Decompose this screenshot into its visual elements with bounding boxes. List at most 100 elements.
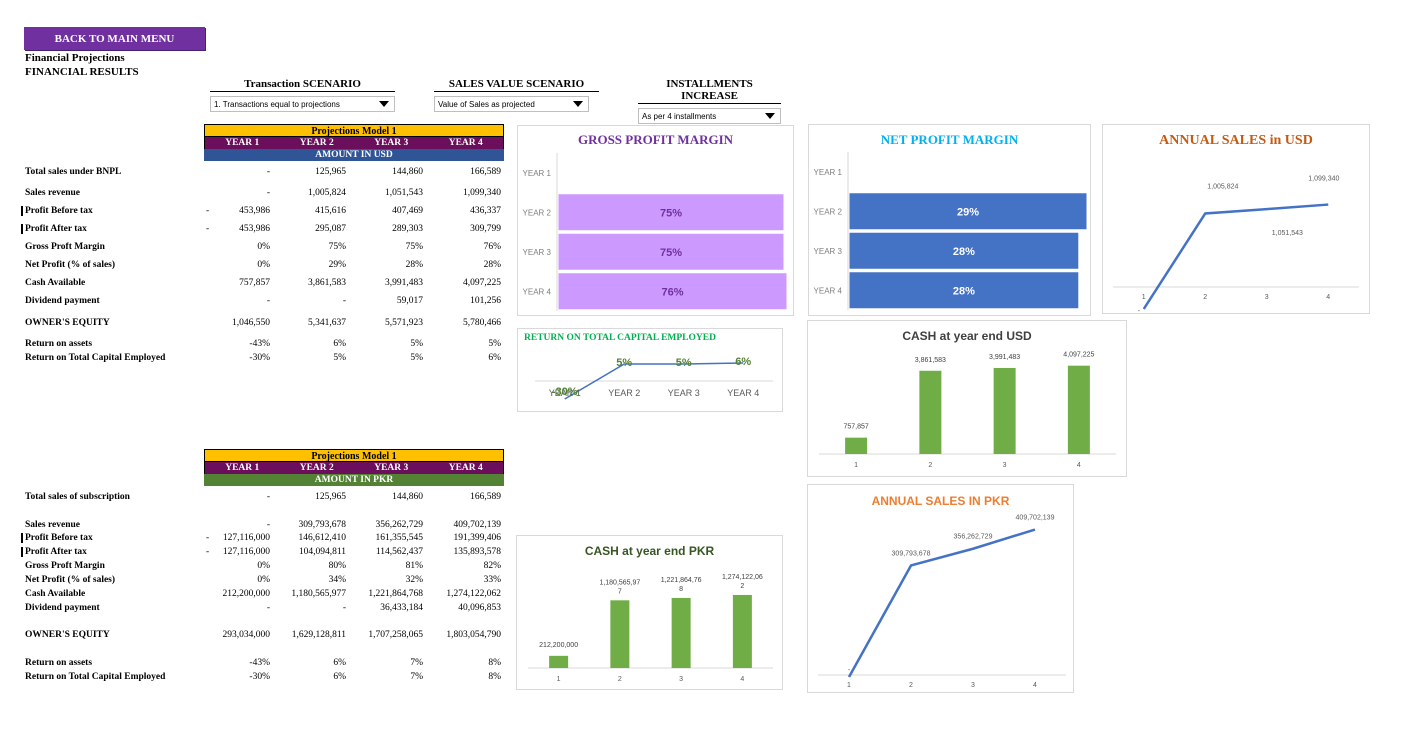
usd-cell: 144,860 — [392, 167, 423, 177]
usd-cell: 75% — [405, 242, 423, 252]
pkr-model-title: Projections Model 1 — [204, 449, 504, 462]
usd-row-label: Return on assets — [25, 339, 93, 349]
data-label: 76% — [661, 286, 683, 298]
sales-value-scenario-label: SALES VALUE SCENARIO — [434, 78, 599, 92]
net-profit-margin-title: NET PROFIT MARGIN — [880, 132, 1019, 147]
pkr-cell: 1,629,128,811 — [291, 630, 346, 640]
usd-row-label: Dividend payment — [25, 296, 100, 306]
pkr-cell: - — [266, 492, 270, 502]
usd-cell: 1,099,340 — [463, 188, 501, 198]
pkr-cell: 34% — [328, 575, 346, 585]
data-label: 356,262,729 — [954, 534, 993, 541]
bar — [845, 437, 868, 454]
pkr-cell: 1,180,565,977 — [291, 589, 346, 599]
pkr-negative-sign: - — [206, 533, 210, 543]
pkr-row-label: Total sales of subscription — [25, 492, 130, 502]
chevron-down-icon[interactable] — [379, 101, 389, 107]
annual-sales-pkr-title: ANNUAL SALES IN PKR — [871, 494, 1010, 508]
installments-increase-select[interactable]: As per 4 installments — [638, 108, 781, 124]
pkr-cell: 409,702,139 — [453, 520, 502, 530]
data-label: 5% — [616, 357, 632, 369]
usd-year-4: YEAR 4 — [448, 138, 483, 148]
return-on-capital-title: RETURN ON TOTAL CAPITAL EMPLOYED — [524, 333, 716, 343]
pkr-row-label: Cash Available — [25, 589, 86, 599]
pkr-cell: 1,274,122,062 — [446, 589, 501, 599]
gross-profit-margin-chart: GROSS PROFIT MARGIN YEAR 1 YEAR 2 75% YEAR … — [517, 125, 794, 316]
annual-sales-usd-chart: ANNUAL SALES in USD 1 2 3 4 - 1,005,824 1,051,… — [1102, 124, 1370, 314]
sales-value-scenario-group: SALES VALUE SCENARIO Value of Sales as p… — [434, 78, 599, 112]
usd-cell: 6% — [333, 339, 346, 349]
pkr-cell: 32% — [405, 575, 423, 585]
usd-cell: 125,965 — [315, 167, 346, 177]
back-to-main-menu-button[interactable]: BACK TO MAIN MENU — [24, 27, 205, 50]
usd-cell: 5% — [410, 353, 423, 363]
pkr-cell: 1,707,258,065 — [368, 630, 423, 640]
bar — [993, 367, 1016, 454]
usd-cell: -43% — [249, 339, 270, 349]
chevron-down-icon[interactable] — [573, 101, 583, 107]
usd-cell: - — [342, 296, 346, 306]
usd-cell: 76% — [483, 242, 501, 252]
x-tick-label: 4 — [1033, 682, 1037, 689]
pkr-row-label: OWNER'S EQUITY — [25, 630, 110, 640]
pkr-cell: 7% — [410, 658, 423, 668]
sales-value-scenario-select[interactable]: Value of Sales as projected — [434, 96, 589, 112]
usd-cell: 0% — [257, 260, 270, 270]
pkr-row-label: Dividend payment — [25, 603, 100, 613]
series-line — [847, 528, 1036, 678]
usd-cell: 5% — [333, 353, 346, 363]
page-title: Financial Projections — [25, 52, 125, 64]
usd-year-1: YEAR 1 — [225, 138, 260, 148]
x-tick-label: 3 — [1003, 462, 1007, 469]
pkr-cell: 0% — [257, 561, 270, 571]
data-label: 3,861,583 — [915, 357, 946, 364]
series-line — [564, 362, 744, 400]
x-tick-label: 3 — [971, 682, 975, 689]
pkr-cell: 161,355,545 — [375, 533, 424, 543]
pkr-cell: - — [342, 603, 346, 613]
pkr-negative-sign: - — [206, 547, 210, 557]
usd-cell: - — [266, 188, 270, 198]
x-tick-label: 4 — [1077, 462, 1081, 469]
installments-increase-label: INSTALLMENTS INCREASE — [638, 78, 781, 104]
data-label: 3,991,483 — [989, 354, 1020, 361]
usd-row-label: Net Profit (% of sales) — [25, 260, 116, 270]
x-tick-label: 1 — [854, 462, 858, 469]
x-tick-label: 4 — [740, 676, 744, 683]
category-label: YEAR 2 — [814, 207, 843, 216]
usd-year-2: YEAR 2 — [299, 138, 334, 148]
data-label: -30% — [552, 386, 578, 398]
data-label: 212,200,000 — [539, 642, 578, 649]
cash-usd-chart: CASH at year end USD 1 757,857 2 3,861,583 3… — [807, 320, 1127, 477]
data-label: 4,097,225 — [1063, 352, 1094, 359]
usd-row-label: Return on Total Capital Employed — [25, 353, 166, 363]
x-tick-label: 3 — [679, 676, 683, 683]
data-label: - — [848, 667, 851, 674]
bar — [848, 231, 1080, 270]
data-label: 1,051,543 — [1272, 230, 1303, 237]
pkr-cell: 36,433,184 — [380, 603, 423, 613]
usd-cell: 1,046,550 — [232, 318, 270, 328]
usd-row-label: Gross Proft Margin — [25, 242, 105, 252]
pkr-cell: 309,793,678 — [298, 520, 347, 530]
usd-cell: 5,780,466 — [463, 318, 501, 328]
data-label: 28% — [953, 285, 975, 297]
annual-sales-pkr-plot: 1 2 3 4 - 309,793,678 356,262,729 409,702,139 — [818, 515, 1066, 689]
bar — [671, 597, 691, 668]
usd-cell: 29% — [328, 260, 346, 270]
usd-cell: 757,857 — [239, 278, 270, 288]
transaction-scenario-select[interactable]: 1. Transactions equal to projections — [210, 96, 395, 112]
bar — [557, 232, 785, 271]
usd-cell: 6% — [488, 353, 501, 363]
pkr-cell: -43% — [249, 658, 270, 668]
x-tick-label: YEAR 1 — [549, 388, 581, 398]
pkr-cell: 7% — [410, 672, 423, 682]
transaction-scenario-value: 1. Transactions equal to projections — [214, 99, 340, 109]
pkr-year-2: YEAR 2 — [299, 463, 334, 473]
bar — [732, 594, 752, 668]
usd-row-label: Cash Available — [25, 278, 86, 288]
x-tick-label: YEAR 4 — [727, 388, 759, 398]
pkr-row-label: Return on Total Capital Employed — [25, 672, 166, 682]
chevron-down-icon[interactable] — [765, 113, 775, 119]
pkr-cell: - — [266, 520, 270, 530]
